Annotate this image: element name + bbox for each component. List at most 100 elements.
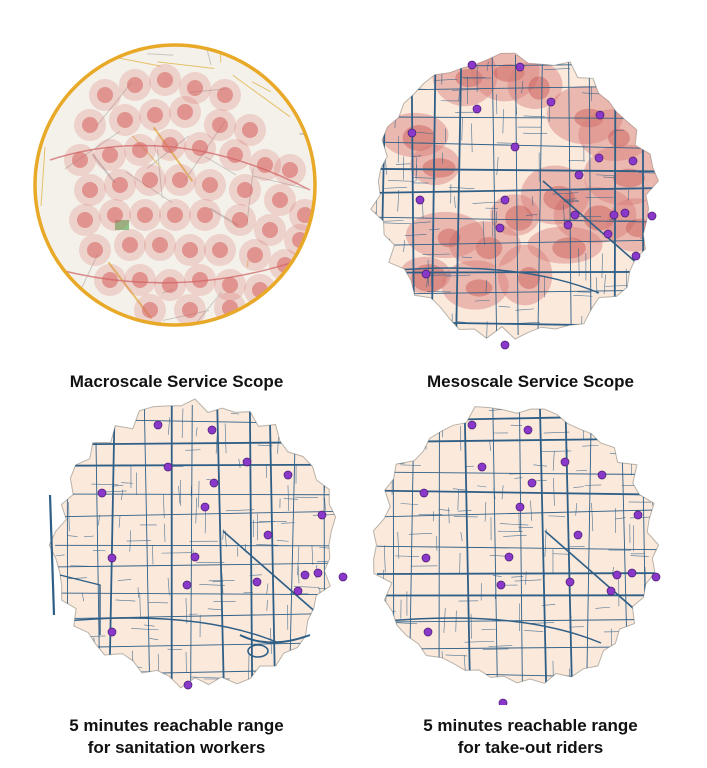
heat-core (517, 266, 541, 289)
road-line (430, 54, 437, 336)
street-segment (91, 663, 107, 666)
street-segment (460, 490, 487, 493)
service-point (570, 210, 580, 220)
street-segment (68, 502, 70, 532)
street-segment (91, 483, 119, 486)
heat-zone (449, 221, 521, 269)
street-segment (287, 485, 290, 511)
street-segment (418, 142, 443, 144)
hotspot-core (97, 87, 113, 103)
service-point (563, 220, 573, 230)
base-street (157, 61, 215, 69)
hotspot-core (102, 147, 118, 163)
service-point (633, 510, 643, 520)
street-segment (641, 127, 653, 130)
heat-zone (546, 85, 624, 145)
street-segment (595, 277, 598, 295)
street-segment (524, 630, 544, 632)
street-segment (54, 631, 57, 651)
hotspot-core (122, 237, 138, 253)
street-segment (609, 54, 626, 57)
street-segment (412, 221, 431, 224)
street-segment (511, 322, 541, 324)
street-segment (644, 567, 646, 589)
heat-zone (507, 61, 563, 109)
street-segment (256, 544, 279, 546)
street-segment (419, 67, 422, 82)
heat-core (465, 279, 493, 297)
road-line (374, 239, 656, 246)
hotspot-core (107, 207, 123, 223)
road-curve (54, 617, 280, 644)
street-segment (595, 606, 611, 609)
street-segment (489, 681, 505, 684)
base-street (35, 45, 55, 61)
street-segment (624, 439, 627, 463)
street-segment (530, 500, 533, 521)
caption-takeout-line1: 5 minutes reachable range (423, 716, 638, 735)
street-segment (215, 425, 218, 454)
street-segment (111, 484, 124, 487)
base-street (204, 156, 237, 176)
service-point (407, 128, 417, 138)
street-segment (118, 515, 121, 528)
street-segment (67, 535, 78, 537)
hotspot-core (172, 172, 188, 188)
street-segment (400, 503, 419, 505)
hotspot-core (77, 212, 93, 228)
heat-core (543, 185, 575, 211)
street-segment (629, 516, 654, 519)
hotspot-core (167, 207, 183, 223)
street-segment (392, 409, 410, 411)
road-line (323, 404, 326, 686)
street-segment (485, 279, 488, 294)
street-segment (445, 654, 468, 657)
heat-core (505, 205, 533, 231)
street-segment (66, 443, 91, 446)
street-segment (397, 135, 400, 163)
street-segment (528, 622, 555, 624)
street-segment (543, 68, 570, 71)
hotspot-core (142, 302, 158, 318)
base-street (246, 168, 254, 226)
street-segment (493, 487, 496, 500)
hotspot-core (297, 207, 313, 223)
base-street (91, 153, 116, 184)
hotspot-core (157, 72, 173, 88)
base-street (53, 46, 59, 86)
sanitation-range-map (40, 395, 350, 705)
hotspot-core (262, 222, 278, 238)
street-segment (630, 555, 649, 557)
street-segment (311, 545, 314, 565)
service-point (209, 478, 219, 488)
hotspot-core (242, 122, 258, 138)
service-point (560, 457, 570, 467)
street-segment (452, 88, 479, 91)
service-point (595, 110, 605, 120)
street-segment (382, 222, 412, 225)
street-segment (411, 155, 422, 158)
street-segment (55, 554, 65, 557)
street-segment (332, 590, 336, 592)
street-segment (277, 437, 279, 454)
heat-zone (527, 226, 603, 264)
road-line (54, 562, 336, 568)
heat-core (552, 237, 586, 259)
service-point (190, 552, 200, 562)
street-segment (117, 579, 132, 581)
street-segment (453, 196, 456, 208)
mesoscale-map-svg (370, 52, 659, 350)
road-line (564, 406, 573, 684)
service-point (647, 211, 657, 221)
road-line (613, 54, 617, 336)
street-segment (67, 577, 88, 579)
service-point (467, 60, 477, 70)
street-segment (543, 431, 570, 434)
street-segment (603, 274, 606, 295)
road-line (54, 642, 336, 649)
service-point (603, 229, 613, 239)
service-point (651, 572, 661, 582)
street-segment (498, 306, 511, 308)
street-segment (397, 189, 400, 212)
service-point (421, 269, 431, 279)
